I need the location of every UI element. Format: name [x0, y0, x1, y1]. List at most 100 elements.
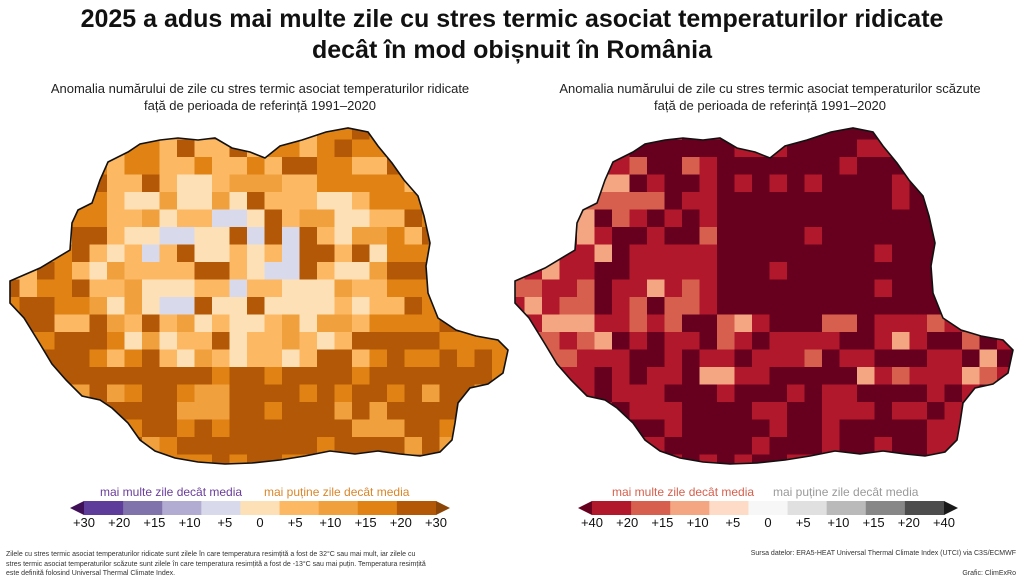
grid-cell — [979, 297, 998, 316]
grid-cell — [979, 349, 998, 368]
grid-cell — [892, 419, 911, 438]
grid-cell — [457, 227, 476, 246]
grid-cell — [264, 349, 283, 368]
grid-cell — [142, 209, 161, 228]
grid-cell — [282, 174, 301, 193]
grid-cell — [247, 419, 266, 438]
grid-cell — [595, 472, 613, 473]
grid-cell — [124, 402, 143, 421]
grid-cell — [594, 314, 613, 333]
grid-cell — [282, 227, 301, 246]
grid-cell — [927, 472, 945, 473]
right-legend-swatch — [631, 501, 671, 515]
grid-cell — [422, 332, 441, 351]
grid-cell — [334, 279, 353, 298]
grid-cell — [194, 419, 213, 438]
grid-cell — [1015, 157, 1024, 175]
right-map-subtitle: Anomalia numărului de zile cu stres term… — [530, 80, 1010, 114]
grid-cell — [317, 472, 335, 473]
grid-cell — [542, 384, 561, 403]
grid-cell — [857, 419, 876, 438]
grid-cell — [212, 367, 231, 386]
grid-cell — [804, 192, 823, 211]
grid-cell — [927, 139, 946, 158]
grid-cell — [979, 174, 998, 193]
grid-cell — [334, 454, 353, 464]
grid-cell — [787, 227, 806, 246]
grid-cell — [997, 454, 1013, 464]
grid-cell — [944, 437, 963, 456]
grid-cell — [664, 297, 683, 316]
grid-cell — [352, 349, 371, 368]
grid-cell — [524, 174, 543, 193]
grid-cell — [352, 227, 371, 246]
grid-cell — [457, 139, 476, 158]
grid-cell — [352, 174, 371, 193]
grid-cell — [124, 192, 143, 211]
grid-cell — [264, 297, 283, 316]
grid-cell — [1015, 315, 1024, 333]
grid-cell — [559, 139, 578, 158]
grid-cell — [194, 332, 213, 351]
grid-cell — [927, 402, 946, 421]
grid-cell — [334, 402, 353, 421]
grid-cell — [247, 244, 266, 263]
grid-cell — [717, 227, 736, 246]
grid-cell — [699, 332, 718, 351]
grid-cell — [212, 227, 231, 246]
grid-cell — [909, 262, 928, 281]
grid-cell — [264, 128, 283, 141]
grid-cell — [299, 157, 318, 176]
grid-cell — [212, 244, 231, 263]
grid-cell — [752, 192, 771, 211]
grid-cell — [387, 297, 406, 316]
grid-cell — [717, 244, 736, 263]
grid-cell — [72, 349, 91, 368]
grid-cell — [404, 279, 423, 298]
grid-cell — [352, 367, 371, 386]
grid-cell — [422, 437, 441, 456]
grid-cell — [89, 419, 108, 438]
grid-cell — [699, 314, 718, 333]
grid-cell — [542, 437, 561, 456]
grid-cell — [507, 472, 525, 473]
grid-cell — [962, 472, 980, 473]
grid-cell — [457, 192, 476, 211]
cold-stress-anomaly-map — [507, 127, 1024, 473]
grid-cell — [282, 367, 301, 386]
grid-cell — [457, 262, 476, 281]
grid-cell — [699, 174, 718, 193]
grid-cell — [474, 157, 493, 176]
grid-cell — [352, 437, 371, 456]
grid-cell — [20, 472, 38, 473]
grid-cell — [874, 262, 893, 281]
grid-cell — [857, 332, 876, 351]
grid-cell — [997, 139, 1013, 158]
left-legend-tick-label: +5 — [287, 515, 303, 530]
grid-cell — [159, 332, 178, 351]
grid-cell — [37, 332, 56, 351]
grid-cell — [194, 262, 213, 281]
left-legend-swatch — [201, 501, 241, 515]
grid-cell — [369, 192, 388, 211]
grid-cell — [334, 262, 353, 281]
grid-cell — [822, 209, 841, 228]
right-legend-swatch — [787, 501, 828, 515]
grid-cell — [874, 297, 893, 316]
grid-cell — [10, 454, 21, 464]
grid-cell — [72, 157, 91, 176]
grid-cell — [909, 128, 928, 141]
grid-cell — [439, 128, 458, 141]
grid-cell — [299, 192, 318, 211]
grid-cell — [612, 454, 631, 464]
grid-cell — [979, 139, 998, 158]
grid-cell — [422, 367, 441, 386]
right-legend-tick-label: +15 — [651, 515, 674, 530]
grid-cell — [699, 157, 718, 176]
grid-cell — [107, 192, 126, 211]
grid-cell — [439, 262, 458, 281]
grid-cell — [979, 367, 998, 386]
grid-cell — [515, 297, 526, 316]
grid-cell — [577, 472, 595, 473]
grid-cell — [752, 454, 771, 464]
